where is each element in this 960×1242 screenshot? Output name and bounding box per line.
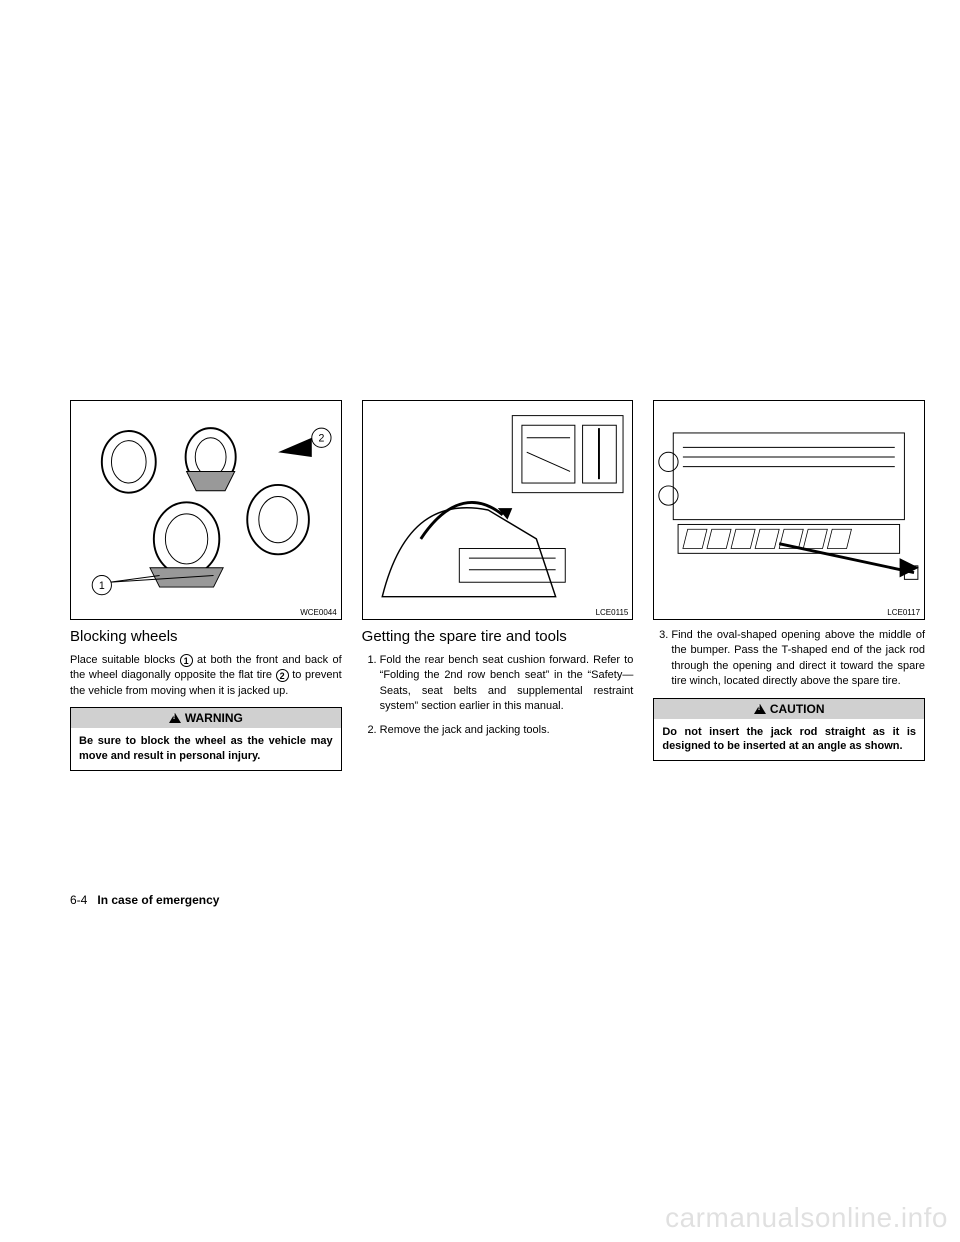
blocking-wheels-illustration: 2 1 <box>71 401 341 619</box>
svg-text:1: 1 <box>99 580 105 592</box>
circled-2: 2 <box>276 669 289 682</box>
step-1: Fold the rear bench seat cushion forward… <box>380 653 634 715</box>
warning-label: WARNING <box>185 711 243 725</box>
jack-rod-illustration <box>654 401 924 619</box>
para-prefix: Place suitable blocks <box>70 654 180 666</box>
column-1: 2 1 WCE0044 Blocking wheels Place suitab… <box>70 400 342 771</box>
watermark: carmanualsonline.info <box>665 1202 948 1234</box>
column-3: LCE0117 Find the oval-shaped opening abo… <box>653 400 925 771</box>
step-2: Remove the jack and jacking tools. <box>380 723 634 738</box>
step-3: Find the oval-shaped opening above the m… <box>671 628 925 690</box>
caution-icon <box>754 704 766 714</box>
circled-1: 1 <box>180 654 193 667</box>
figure-jack-rod: LCE0117 <box>653 400 925 620</box>
caution-label: CAUTION <box>770 702 825 716</box>
steps-list-col3: Find the oval-shaped opening above the m… <box>653 628 925 690</box>
warning-body: Be sure to block the wheel as the vehicl… <box>71 728 341 770</box>
svg-text:2: 2 <box>318 433 324 445</box>
spare-tools-illustration <box>363 401 633 619</box>
warning-header: WARNING <box>71 708 341 728</box>
figure-ref-1: WCE0044 <box>300 608 336 617</box>
caution-header: CAUTION <box>654 699 924 719</box>
caution-box: CAUTION Do not insert the jack rod strai… <box>653 698 925 762</box>
footer-page-number: 6-4 <box>70 893 87 907</box>
steps-list-col2: Fold the rear bench seat cushion forward… <box>362 653 634 738</box>
caution-body: Do not insert the jack rod straight as i… <box>654 719 924 761</box>
footer-section-title: In case of emergency <box>97 893 219 907</box>
warning-icon <box>169 713 181 723</box>
blocking-paragraph: Place suitable blocks 1 at both the fron… <box>70 653 342 699</box>
figure-ref-3: LCE0117 <box>887 608 920 617</box>
page-footer: 6-4 In case of emergency <box>70 893 219 907</box>
warning-box: WARNING Be sure to block the wheel as th… <box>70 707 342 771</box>
section-title-blocking: Blocking wheels <box>70 628 342 645</box>
figure-ref-2: LCE0115 <box>596 608 629 617</box>
section-title-spare: Getting the spare tire and tools <box>362 628 634 645</box>
page-columns: 2 1 WCE0044 Blocking wheels Place suitab… <box>70 400 925 771</box>
figure-blocking-wheels: 2 1 WCE0044 <box>70 400 342 620</box>
column-2: LCE0115 Getting the spare tire and tools… <box>362 400 634 771</box>
figure-spare-tools: LCE0115 <box>362 400 634 620</box>
